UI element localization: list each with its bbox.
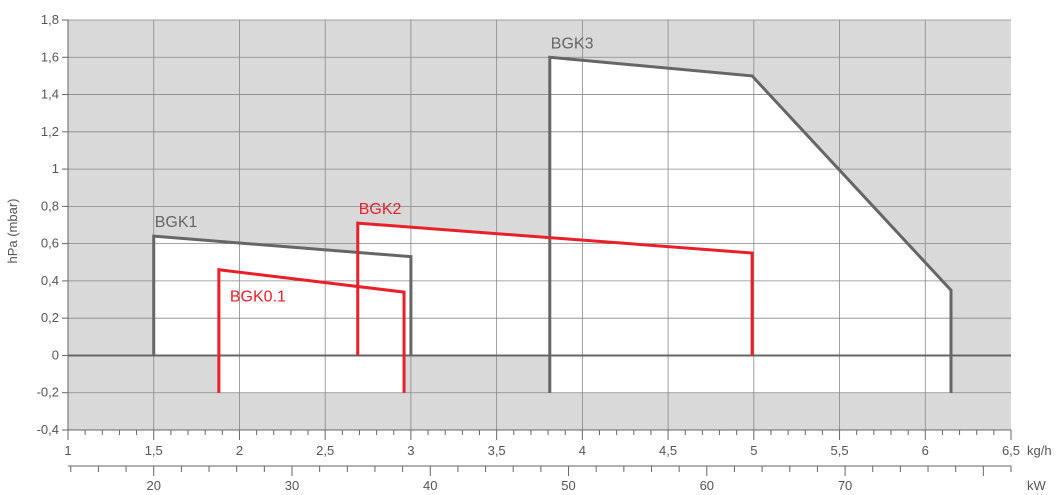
x-tick-label: 1,5 [145,443,163,458]
x-tick-label: 2 [236,443,243,458]
y-tick-label: -0,4 [37,422,59,437]
y-tick-label: -0,2 [37,385,59,400]
series-lines [152,55,953,393]
y-axis-title: hPa (mbar) [5,198,20,263]
x2-tick-label: 40 [423,478,437,493]
y-tick-label: 0,6 [41,236,59,251]
envelope-fill-bgk2 [357,223,753,356]
series-label-bgk1: BGK1 [155,214,198,231]
series-line-bgk1 [152,234,413,356]
y-tick-label: 0,8 [41,198,59,213]
series-label-bgk2: BGK2 [359,201,402,218]
y-tick-label: 1,4 [41,87,59,102]
axes [62,19,1012,476]
x2-tick-label: 30 [285,478,299,493]
x-tick-label: 6,5 [1002,443,1020,458]
x2-axis-unit-label: kW [1027,478,1047,493]
y-tick-label: 0,4 [41,273,59,288]
series-labels: BGK3 BGK1 BGK2 BGK0.1 [155,35,594,305]
x-tick-label: 1 [64,443,71,458]
y-tick-label: 1 [52,161,59,176]
x-tick-label: 6 [922,443,929,458]
x2-tick-labels: 20 30 40 50 60 70 [146,478,852,493]
x-axis-unit-label: kg/h [1027,443,1052,458]
y-tick-labels: -0,4 -0,2 0 0,2 0,4 0,6 0,8 1 1,2 1,4 1,6 1,8 [37,12,59,437]
x2-tick-label: 50 [561,478,575,493]
x-tick-labels: 1 1,5 2 2,5 3 3,5 4 4,5 5 5,5 6 6,5 [64,443,1020,458]
x-tick-label: 4,5 [659,443,677,458]
y-tick-label: 0,2 [41,310,59,325]
x-tick-label: 3 [407,443,414,458]
grid-lines [68,19,1011,430]
x-tick-label: 3,5 [488,443,506,458]
x2-tick-label: 60 [700,478,714,493]
y-tick-label: 1,6 [41,49,59,64]
series-label-bgk3: BGK3 [551,35,594,52]
x2-tick-label: 20 [146,478,160,493]
x-tick-label: 5,5 [831,443,849,458]
series-line-bgk3 [548,55,953,393]
x2-tick-label: 70 [838,478,852,493]
x-tick-label: 4 [579,443,586,458]
series-line-bgk0-1 [217,268,406,393]
y-tick-label: 1,8 [41,12,59,27]
x-tick-label: 2,5 [316,443,334,458]
series-label-bgk0-1: BGK0.1 [230,289,286,306]
series-line-bgk2 [356,221,754,356]
y-tick-label: 0 [52,347,59,362]
x-tick-label: 5 [750,443,757,458]
y-tick-label: 1,2 [41,124,59,139]
